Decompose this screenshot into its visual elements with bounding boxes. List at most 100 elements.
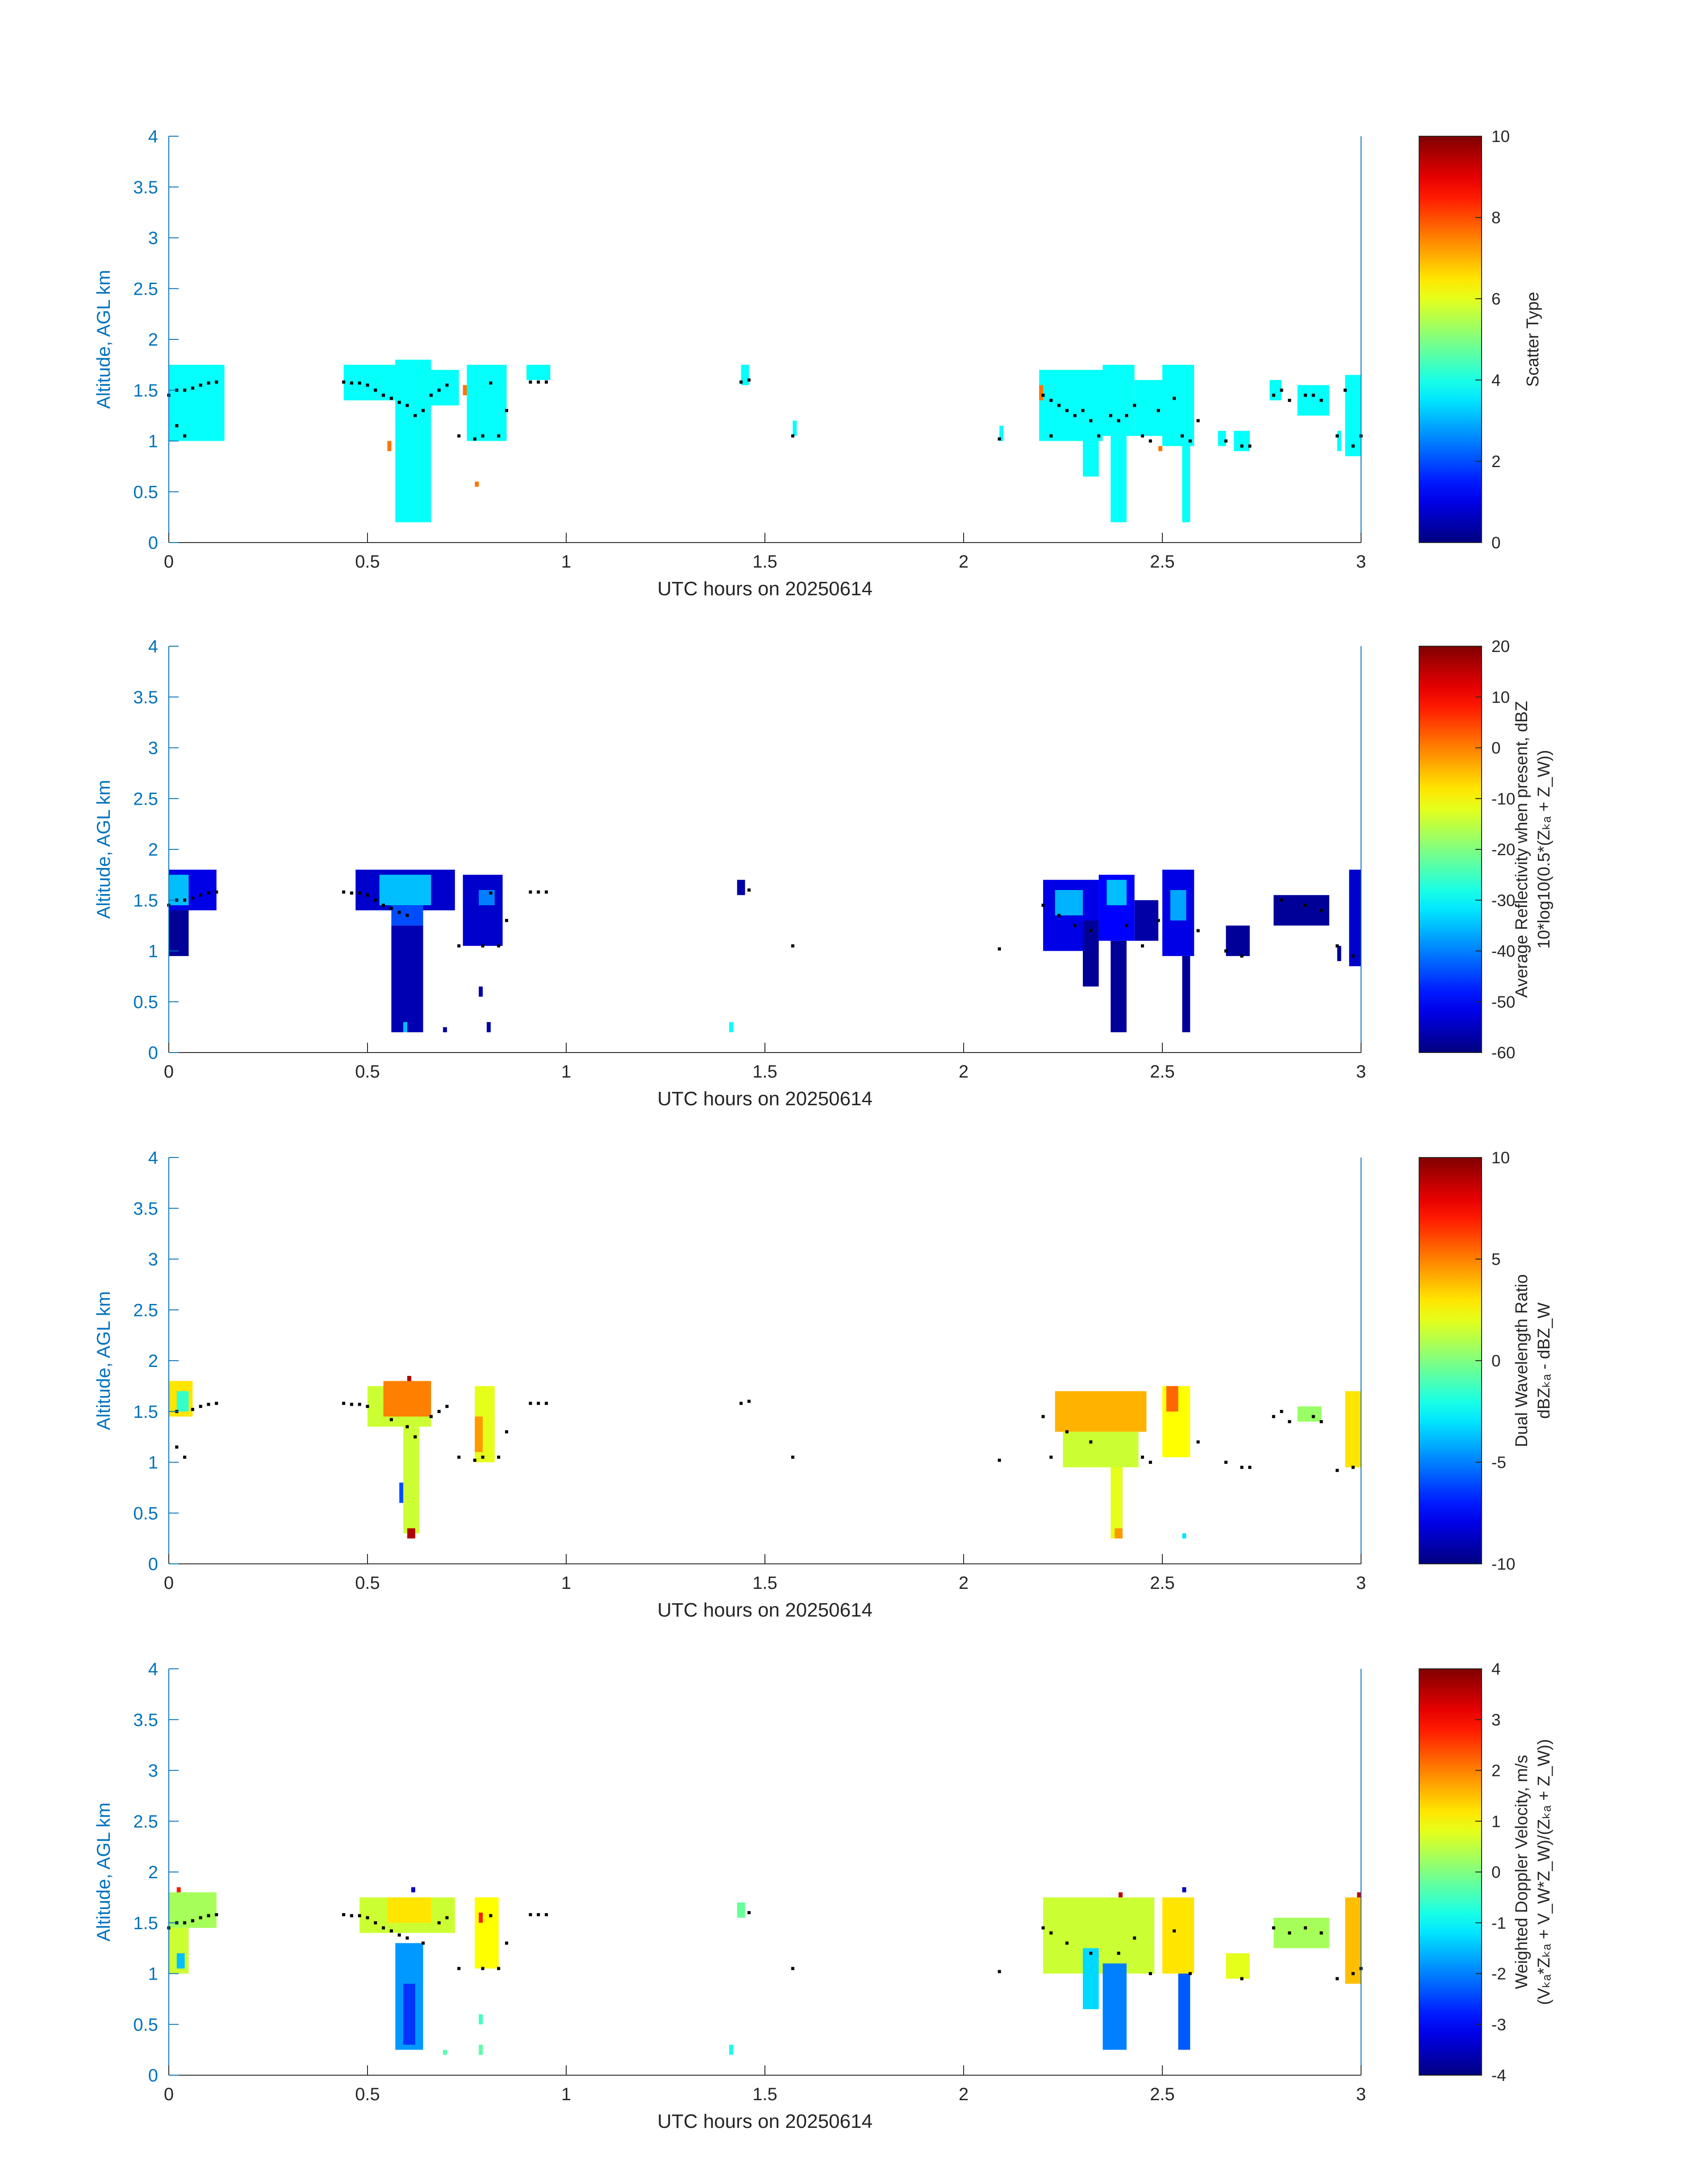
data-point <box>791 434 794 438</box>
heatmap-cell <box>391 925 423 1032</box>
y-axis-label: Altitude, AGL km <box>93 1802 114 1941</box>
heatmap-cell <box>395 359 431 522</box>
heatmap-cell <box>479 2014 483 2025</box>
data-point <box>1272 393 1275 397</box>
x-tick-label: 3 <box>1356 1062 1366 1082</box>
data-point <box>358 891 361 895</box>
data-point <box>1311 1415 1315 1418</box>
y-tick-label: 1 <box>148 942 158 961</box>
data-point <box>1117 1951 1120 1955</box>
data-point <box>389 1929 393 1933</box>
heatmap-cell <box>443 2050 447 2055</box>
data-point <box>397 1933 401 1937</box>
heatmap-cell <box>1134 900 1159 941</box>
data-point <box>207 1914 210 1918</box>
data-point <box>1272 1415 1275 1418</box>
colorbar-tick-label: 4 <box>1491 1660 1501 1678</box>
x-tick-label: 3 <box>1356 2085 1366 2104</box>
data-point <box>342 1402 346 1405</box>
heatmap-cell <box>169 910 189 956</box>
y-tick-label: 1.5 <box>133 1914 158 1933</box>
colorbar-tick-label: 6 <box>1491 290 1501 308</box>
data-point <box>1288 1420 1291 1423</box>
y-tick-label: 0.5 <box>133 2015 158 2035</box>
heatmap-cell <box>1111 940 1127 1032</box>
data-point <box>473 1458 476 1462</box>
data-point <box>1141 434 1144 438</box>
heatmap-cell <box>176 1391 189 1412</box>
data-point <box>529 1402 532 1405</box>
colorbar-tick-label: -10 <box>1491 790 1515 808</box>
data-point <box>1089 1440 1093 1444</box>
x-tick-label: 2 <box>959 2085 969 2104</box>
heatmap-cell <box>1063 1432 1139 1467</box>
heatmap-cells <box>169 1887 1361 2055</box>
data-point <box>382 1926 385 1930</box>
heatmap-cell <box>387 441 392 451</box>
data-point <box>529 890 532 894</box>
data-point <box>342 1913 346 1917</box>
colorbar-label: dBZₖₐ - dBZ_W <box>1535 1303 1553 1419</box>
data-point <box>505 409 508 412</box>
x-tick-label: 0.5 <box>355 1062 380 1082</box>
data-point <box>429 393 433 397</box>
panel-1: 0 0.5 1 1.5 2 2.5 3 3.5 4 0 0.5 1 1.5 2 2.5 3 UTC hours … <box>93 127 1542 600</box>
heatmap-cell <box>1115 1528 1123 1539</box>
data-point <box>1057 914 1061 917</box>
data-point <box>437 1410 441 1413</box>
data-point <box>481 944 484 948</box>
heatmap-cell <box>487 1022 491 1032</box>
data-point <box>215 890 218 894</box>
x-tick-label: 2 <box>959 552 969 572</box>
data-point <box>545 380 548 384</box>
y-tick-label: 3 <box>148 739 158 758</box>
data-point <box>739 380 743 384</box>
data-point <box>358 1914 361 1918</box>
heatmap-cell <box>1162 1897 1194 1974</box>
y-tick-label: 2 <box>148 840 158 860</box>
colorbar-tick-label: 0 <box>1491 1863 1501 1881</box>
colorbar-label: Weighted Doppler Velocity, m/s <box>1512 1755 1531 1989</box>
heatmap-cell <box>729 1022 733 1032</box>
x-tick-label: 1 <box>561 1573 571 1593</box>
data-point <box>1049 1455 1053 1459</box>
data-point <box>1057 404 1061 407</box>
data-point <box>1196 1440 1200 1444</box>
heatmap-cell <box>1182 421 1190 522</box>
heatmap-cell <box>443 1027 447 1032</box>
data-point <box>405 1425 409 1429</box>
heatmap-cell <box>1134 380 1162 436</box>
heatmap-cell <box>479 986 483 997</box>
data-point <box>366 1404 369 1408</box>
data-point <box>1311 393 1315 397</box>
colorbar-tick-label: -50 <box>1491 993 1515 1011</box>
colorbar-tick-label: 3 <box>1491 1711 1501 1729</box>
heatmap-cell <box>176 1953 185 1969</box>
data-point <box>358 381 361 385</box>
data-point <box>1320 1931 1323 1935</box>
cloud-base-points <box>167 888 1355 958</box>
data-point <box>791 944 794 948</box>
x-tick-label: 2 <box>959 1062 969 1082</box>
y-tick-label: 2.5 <box>133 279 158 299</box>
heatmap-cell <box>1182 1533 1186 1539</box>
x-tick-label: 2.5 <box>1150 2085 1175 2104</box>
x-axis-label: UTC hours on 20250614 <box>657 578 873 600</box>
heatmap-cell <box>176 1887 181 1893</box>
data-point <box>1196 929 1200 932</box>
data-point <box>413 414 417 418</box>
colorbar: -60 -50 -40 -30 -20 -10 0 10 20 Average Reflectiv… <box>1419 637 1553 1062</box>
data-point <box>457 434 461 438</box>
y-tick-label: 2.5 <box>133 789 158 809</box>
colorbar-tick-label: 0 <box>1491 534 1501 552</box>
data-point <box>489 381 493 385</box>
data-point <box>437 389 441 392</box>
data-point <box>1303 393 1307 397</box>
heatmap-cell <box>1297 385 1329 416</box>
y-tick-label: 0.5 <box>133 1504 158 1523</box>
data-point <box>545 890 548 894</box>
heatmap-cell <box>1083 1948 1099 2010</box>
data-point <box>389 397 393 400</box>
data-point <box>350 381 353 385</box>
